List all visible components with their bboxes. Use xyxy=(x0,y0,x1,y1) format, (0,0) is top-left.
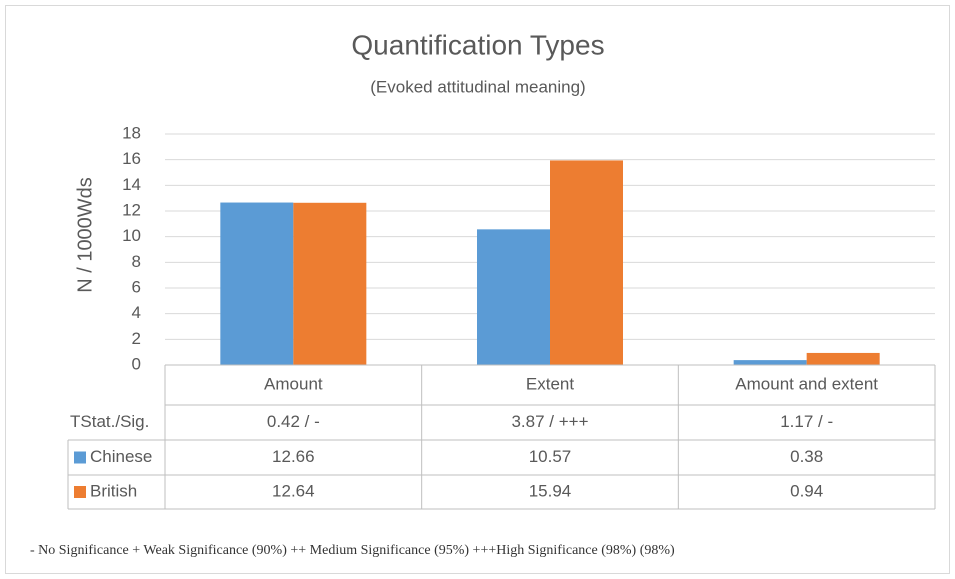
legend-label: Chinese xyxy=(90,447,152,466)
table-value: 10.57 xyxy=(529,447,572,466)
y-tick-label: 10 xyxy=(122,226,141,245)
y-tick-label: 4 xyxy=(132,303,141,322)
bar xyxy=(806,352,880,365)
x-tick-label: Amount xyxy=(264,374,323,393)
stat-row-label: TStat./Sig. xyxy=(70,412,149,431)
bar xyxy=(293,202,367,365)
y-tick-label: 0 xyxy=(132,354,141,373)
chart-subtitle: (Evoked attitudinal meaning) xyxy=(370,77,585,96)
table-value: 0.94 xyxy=(790,481,823,500)
legend-swatch xyxy=(74,451,86,464)
table-value: 15.94 xyxy=(529,481,572,500)
stat-value: 3.87 / +++ xyxy=(511,412,588,431)
bar xyxy=(220,202,294,365)
footnote: - No Significance + Weak Significance (9… xyxy=(30,543,675,558)
y-tick-label: 16 xyxy=(122,149,141,168)
table-value: 12.66 xyxy=(272,447,315,466)
table-value: 12.64 xyxy=(272,481,315,500)
stat-value: 1.17 / - xyxy=(780,412,833,431)
y-tick-label: 18 xyxy=(122,123,141,142)
legend-label: British xyxy=(90,481,137,500)
x-tick-label: Extent xyxy=(526,374,574,393)
bar xyxy=(477,229,550,365)
legend-swatch xyxy=(74,486,86,498)
chart-title: Quantification Types xyxy=(351,29,604,60)
bar xyxy=(550,160,623,365)
y-tick-label: 6 xyxy=(132,277,141,296)
stat-value: 0.42 / - xyxy=(267,412,320,431)
y-tick-label: 2 xyxy=(132,329,141,348)
y-tick-label: 12 xyxy=(122,200,141,219)
y-axis-label: N / 1000Wds xyxy=(74,177,96,293)
table-value: 0.38 xyxy=(790,447,823,466)
y-tick-label: 14 xyxy=(122,175,141,194)
y-tick-label: 8 xyxy=(132,252,141,271)
bar xyxy=(733,360,807,365)
x-tick-label: Amount and extent xyxy=(735,374,878,393)
